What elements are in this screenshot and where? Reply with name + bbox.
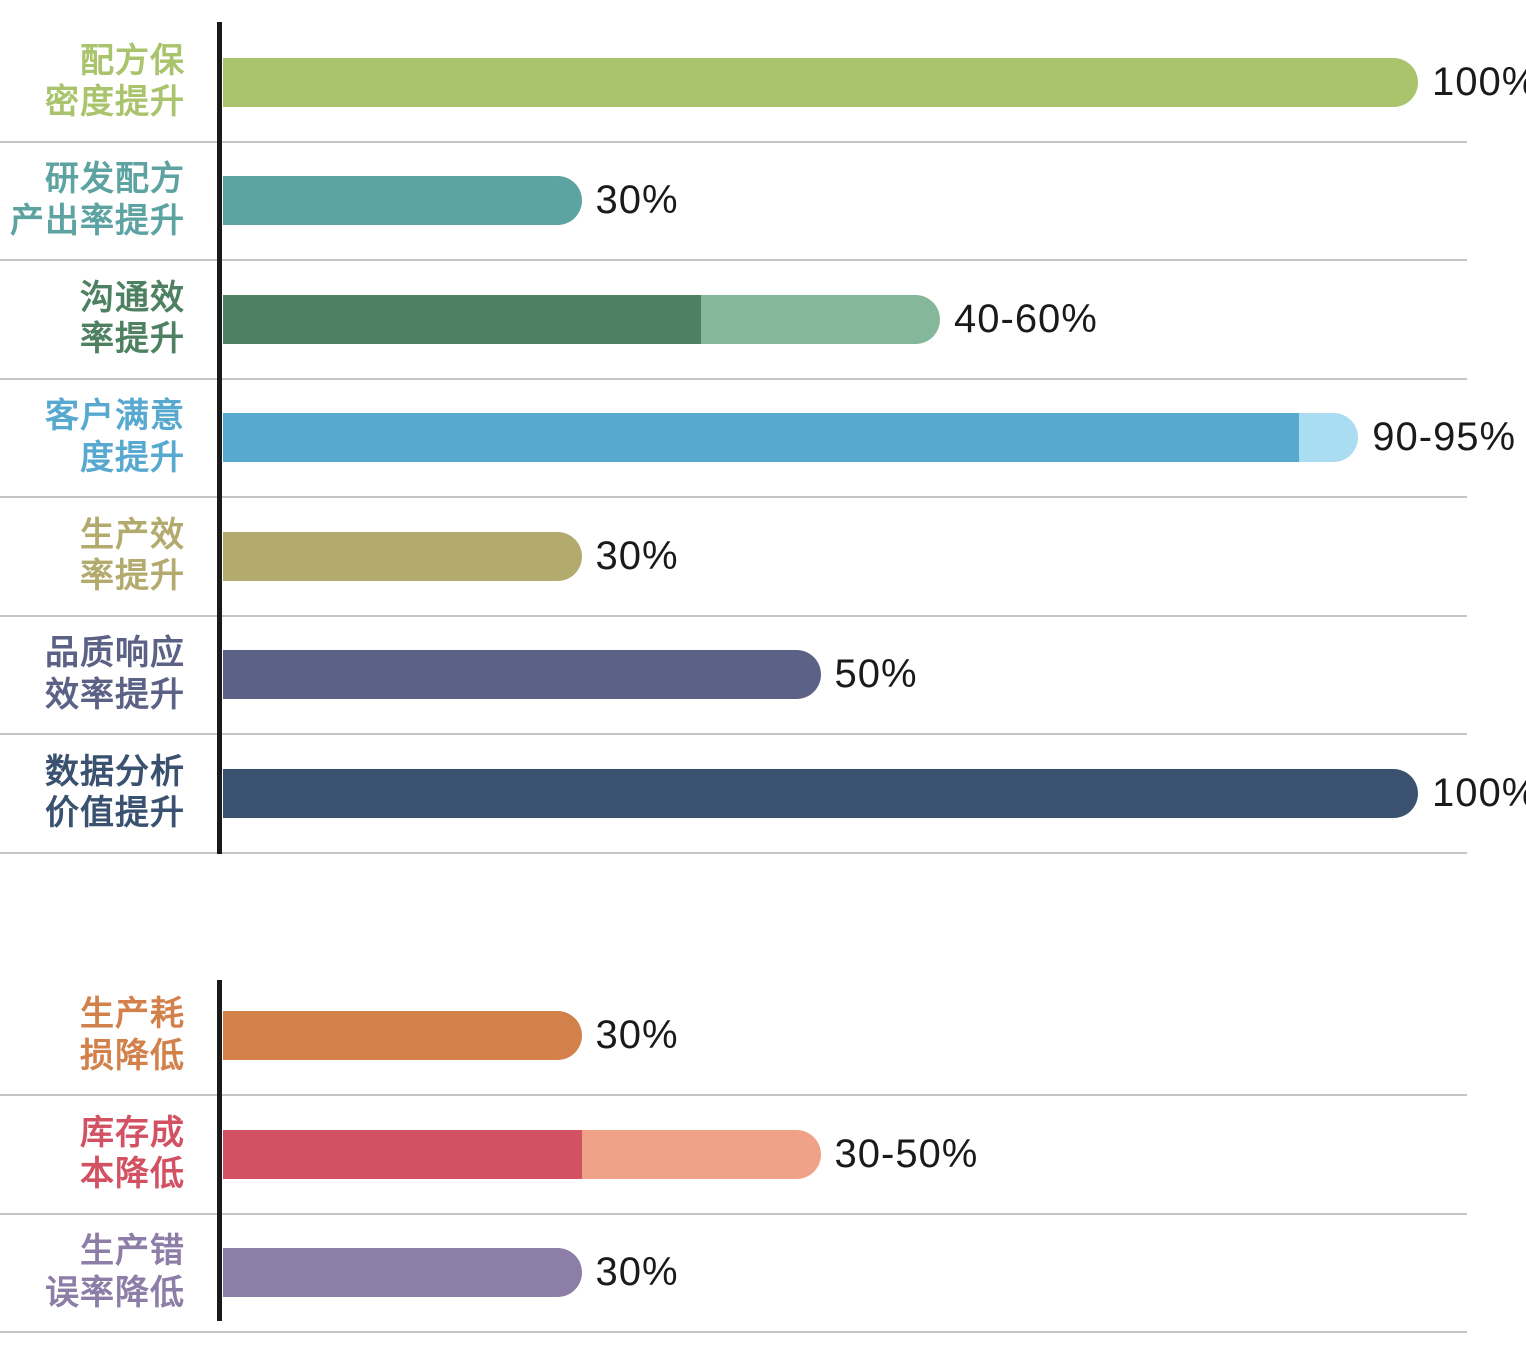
chart-row: 生产错 误率降低 30% — [0, 1215, 1467, 1333]
bar-group-improvements: 配方保 密度提升 100% 研发配方 产出率提升 30% 沟通效 率提升 40-60% 客户… — [0, 22, 1526, 854]
bar-segment-range — [701, 294, 940, 344]
bar-wrap: 30-50% — [223, 1129, 979, 1179]
value-label: 40-60% — [954, 296, 1098, 341]
bar-segment-min — [223, 413, 1299, 463]
bar-wrap: 30% — [223, 176, 679, 226]
category-label: 品质响应 效率提升 — [45, 634, 185, 714]
bar — [223, 413, 1359, 463]
bar-wrap: 100% — [223, 768, 1526, 818]
category-label: 生产耗 损降低 — [80, 995, 185, 1075]
category-label: 配方保 密度提升 — [45, 41, 185, 122]
bar — [223, 1011, 582, 1061]
category-label: 库存成 本降低 — [80, 1113, 185, 1194]
bar-segment-min — [223, 531, 582, 581]
value-label: 30-50% — [834, 1131, 979, 1176]
chart-row: 生产效 率提升 30% — [0, 498, 1467, 617]
bar-wrap: 30% — [223, 1248, 679, 1298]
chart-row: 客户满意 度提升 90-95% — [0, 380, 1515, 498]
category-label: 沟通效 率提升 — [80, 278, 185, 359]
bar-segment-min — [223, 650, 821, 700]
bar-wrap: 90-95% — [223, 413, 1517, 463]
bar-wrap: 30% — [223, 1011, 679, 1061]
category-label: 研发配方 产出率提升 — [10, 160, 185, 240]
chart-row: 库存成 本降低 30-50% — [0, 1096, 1467, 1215]
bar-segment-min — [223, 1248, 582, 1298]
bar — [223, 531, 582, 581]
chart-row: 品质响应 效率提升 50% — [0, 617, 1467, 735]
value-label: 100% — [1432, 770, 1526, 815]
bar-wrap: 40-60% — [223, 294, 1098, 344]
bar-segment-min — [223, 176, 582, 226]
chart-row: 沟通效 率提升 40-60% — [0, 261, 1467, 380]
chart-row: 配方保 密度提升 100% — [0, 24, 1526, 143]
bar-segment-min — [223, 768, 1418, 818]
bar-wrap: 30% — [223, 531, 679, 581]
category-label: 生产错 误率降低 — [45, 1232, 185, 1312]
bar — [223, 650, 821, 700]
value-label: 30% — [595, 1250, 679, 1295]
value-label: 30% — [595, 178, 679, 223]
y-axis-line — [217, 22, 222, 854]
value-label: 30% — [595, 1013, 679, 1058]
bar-wrap: 100% — [223, 57, 1526, 107]
bar — [223, 176, 582, 226]
bar-segment-range — [1298, 413, 1359, 463]
value-label: 90-95% — [1372, 415, 1517, 460]
value-label: 50% — [834, 652, 918, 697]
value-label: 30% — [595, 533, 679, 578]
bar-segment-min — [223, 57, 1418, 107]
chart-row: 数据分析 价值提升 100% — [0, 735, 1526, 854]
bar-segment-range — [581, 1129, 821, 1179]
bar — [223, 57, 1418, 107]
category-label: 生产效 率提升 — [80, 515, 185, 596]
y-axis-line — [217, 979, 222, 1321]
category-label: 客户满意 度提升 — [45, 397, 185, 477]
bar-group-reductions: 生产耗 损降低 30% 库存成 本降低 30-50% 生产错 误率降低 30% — [0, 978, 1467, 1333]
bar — [223, 768, 1418, 818]
category-label: 数据分析 价值提升 — [45, 752, 185, 833]
bar-segment-min — [223, 294, 701, 344]
bar-wrap: 50% — [223, 650, 918, 700]
bar — [223, 1129, 821, 1179]
bar-segment-min — [223, 1129, 582, 1179]
chart-row: 研发配方 产出率提升 30% — [0, 143, 1467, 261]
bar-segment-min — [223, 1011, 582, 1061]
bar — [223, 1248, 582, 1298]
value-label: 100% — [1432, 59, 1526, 104]
chart-row: 生产耗 损降低 30% — [0, 978, 1467, 1096]
bar — [223, 294, 940, 344]
